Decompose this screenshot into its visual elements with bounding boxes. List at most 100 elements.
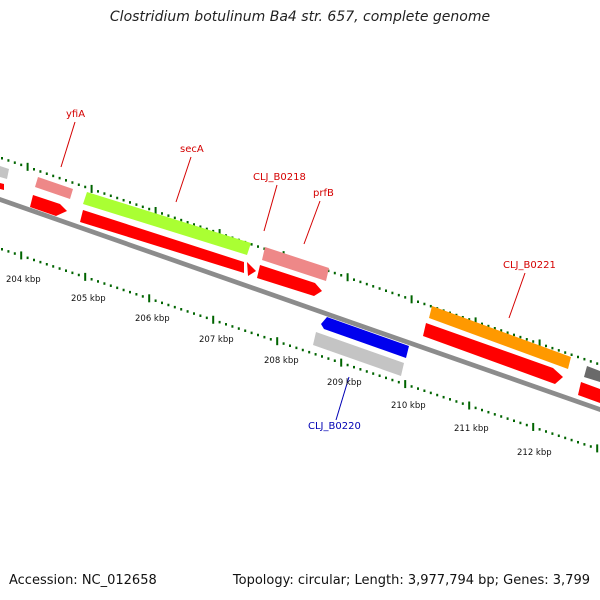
outer-tick [570, 353, 573, 357]
inner-tick [39, 260, 42, 264]
outer-tick [506, 331, 509, 334]
outer-tick [365, 282, 368, 286]
genome-backbone [0, 197, 600, 412]
outer-tick [205, 227, 208, 231]
cds-yfiA [30, 195, 67, 216]
inner-tick [525, 423, 528, 427]
outer-tick [577, 355, 579, 359]
outer-tick [167, 214, 170, 217]
outer-tick [397, 293, 400, 297]
inner-tick [282, 342, 285, 345]
outer-tick [77, 183, 80, 186]
gene-partial-left-grey[interactable] [0, 166, 9, 179]
outer-tick [90, 184, 93, 193]
outer-tick [429, 304, 432, 308]
inner-tick [570, 438, 573, 442]
inner-tick [596, 444, 599, 453]
inner-tick [193, 312, 195, 315]
outer-tick [103, 192, 106, 195]
inner-tick [135, 293, 138, 296]
inner-tick [391, 378, 394, 382]
inner-tick [97, 280, 99, 283]
outer-tick [474, 317, 477, 326]
inner-tick [468, 401, 471, 410]
outer-tick [65, 179, 67, 182]
gene-secA[interactable] [83, 192, 251, 255]
ruler-label-208: 208 kbp [264, 356, 299, 366]
inner-tick [257, 333, 259, 337]
outer-tick [359, 280, 362, 284]
gene-label-CLJ_B0221: CLJ_B0221 [503, 260, 556, 271]
outer-tick [71, 181, 74, 184]
outer-tick [154, 206, 157, 215]
inner-tick [1, 248, 3, 251]
gene-yfiA[interactable] [35, 177, 73, 199]
inner-tick [186, 310, 189, 313]
inner-tick [442, 395, 445, 399]
inner-tick [295, 346, 298, 350]
inner-tick [58, 267, 61, 270]
ruler-label-209: 209 kbp [327, 378, 362, 388]
inner-tick [65, 269, 67, 272]
inner-tick [359, 368, 362, 371]
gene-label-CLJ_B0218: CLJ_B0218 [253, 172, 306, 183]
outer-tick [116, 196, 119, 200]
inner-tick [26, 256, 29, 260]
outer-tick [385, 289, 387, 292]
outer-tick [263, 247, 266, 251]
inner-tick [109, 284, 112, 287]
inner-tick [532, 422, 535, 431]
cds-partial-left [0, 183, 4, 190]
inner-tick [436, 393, 439, 397]
inner-tick [474, 406, 477, 410]
inner-tick [308, 350, 311, 354]
genome-summary-text: Topology: circular; Length: 3,977,794 bp… [232, 573, 590, 588]
ruler-label-207: 207 kbp [199, 335, 234, 345]
outer-tick [564, 351, 567, 354]
forward-features [0, 166, 600, 403]
inner-tick [205, 316, 208, 320]
outer-tick [84, 185, 87, 189]
gene-label-CLJ_B0220: CLJ_B0220 [308, 421, 361, 432]
outer-tick [538, 339, 541, 348]
ruler-label-211: 211 kbp [454, 424, 489, 434]
map-title: Clostridium botulinum Ba4 str. 657, comp… [109, 9, 491, 25]
inner-tick [378, 374, 381, 377]
gene-partial-right-dark[interactable] [584, 366, 600, 382]
inner-tick [173, 305, 176, 309]
outer-tick [193, 223, 195, 226]
outer-tick [250, 243, 253, 246]
inner-tick [429, 391, 432, 395]
outer-tick [33, 168, 35, 171]
ruler-label-206: 206 kbp [135, 314, 170, 324]
inner-tick [564, 436, 567, 440]
inner-tick [583, 443, 586, 446]
inner-tick [423, 389, 426, 393]
outer-tick [346, 273, 349, 282]
ruler-label-205: 205 kbp [71, 294, 106, 304]
inner-tick [45, 263, 48, 266]
inner-tick [513, 419, 515, 423]
outer-tick [327, 269, 330, 273]
inner-tick [404, 380, 407, 389]
gene-CLJ_B0220[interactable] [313, 332, 404, 376]
outer-tick [353, 278, 355, 281]
inner-tick [321, 355, 323, 358]
gene-CLJ_B0220-blue[interactable] [321, 317, 409, 358]
gene-label-prfB: prfB [313, 188, 334, 199]
inner-tick [455, 400, 458, 403]
inner-tick [237, 327, 240, 330]
outer-tick [500, 329, 503, 332]
inner-tick [493, 413, 496, 416]
outer-tick [423, 302, 426, 306]
gene-prfB[interactable] [262, 247, 329, 281]
outer-tick [557, 349, 560, 352]
outer-tick [532, 340, 535, 343]
gene-CLJ_B0221[interactable] [429, 306, 571, 369]
inner-tick [148, 294, 151, 303]
outer-tick [404, 296, 407, 299]
ruler-label-210: 210 kbp [391, 401, 426, 411]
inner-tick [346, 363, 349, 367]
outer-tick [372, 285, 375, 288]
